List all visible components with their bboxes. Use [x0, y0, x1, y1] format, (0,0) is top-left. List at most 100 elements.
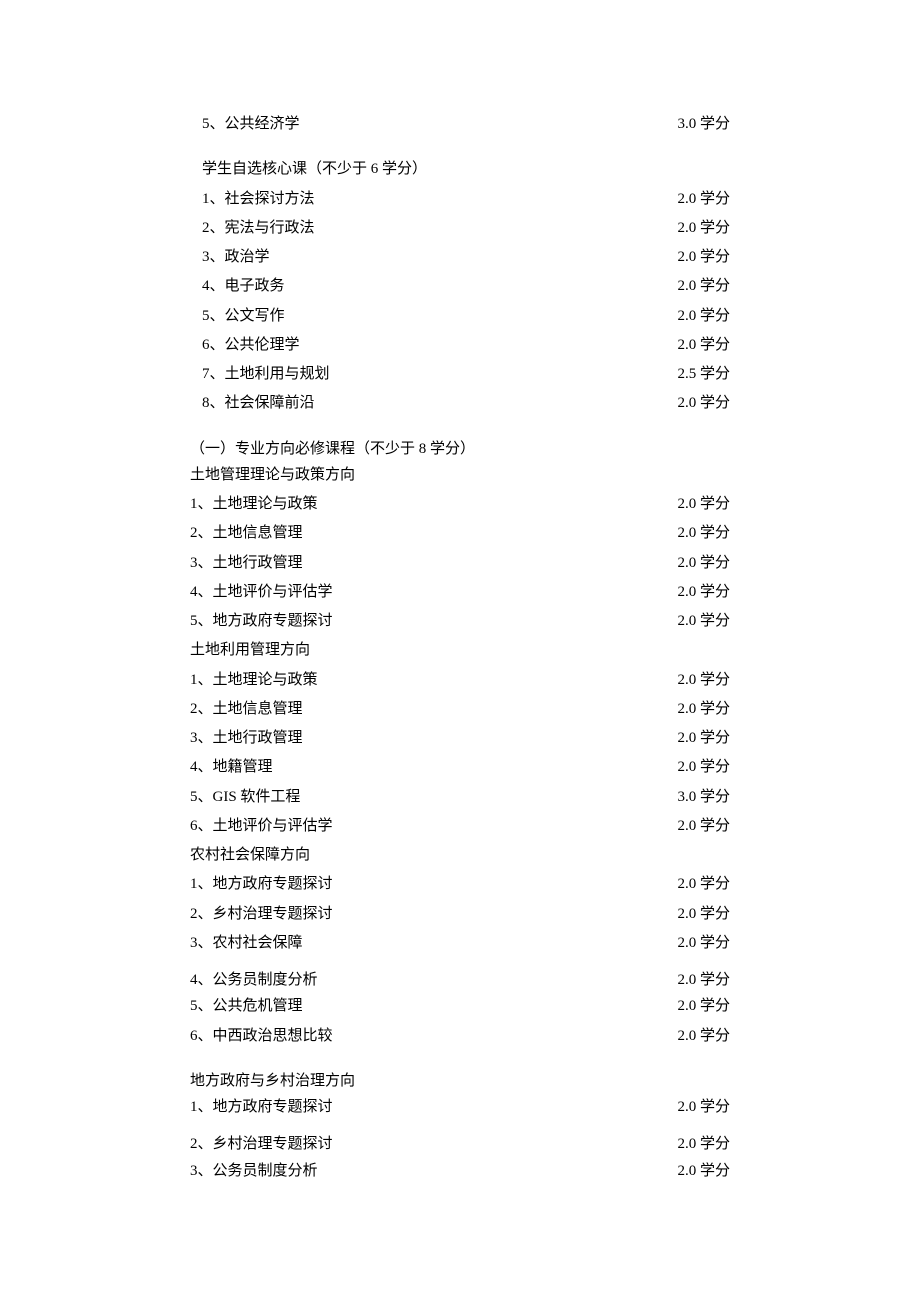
list-item: 4、土地评价与评估学 2.0 学分: [190, 578, 730, 607]
list-item: 1、地方政府专题探讨 2.0 学分: [190, 870, 730, 899]
item-credit: 2.0 学分: [677, 753, 730, 782]
list-item: 5、GIS 软件工程 3.0 学分: [190, 783, 730, 812]
item-label: 1、地方政府专题探讨: [190, 870, 333, 899]
item-label: 5、公共经济学: [202, 110, 300, 139]
list-item: 5、公共危机管理 2.0 学分: [190, 992, 730, 1021]
list-item: 3、政治学 2.0 学分: [190, 243, 730, 272]
item-label: 5、公共危机管理: [190, 992, 303, 1021]
item-credit: 3.0 学分: [677, 110, 730, 139]
direction-a-list: 1、土地理论与政策 2.0 学分 2、土地信息管理 2.0 学分 3、土地行政管理 2.0…: [190, 490, 730, 636]
item-credit: 2.0 学分: [677, 900, 730, 929]
list-item: 5、公共经济学 3.0 学分: [190, 110, 730, 139]
item-label: 3、政治学: [202, 243, 270, 272]
list-item: 3、公务员制度分析 2.0 学分: [190, 1157, 730, 1186]
item-label: 5、地方政府专题探讨: [190, 607, 333, 636]
item-credit: 2.0 学分: [677, 992, 730, 1021]
item-credit: 2.0 学分: [677, 870, 730, 899]
list-item: 1、土地理论与政策 2.0 学分: [190, 490, 730, 519]
direction-d-list1: 1、地方政府专题探讨 2.0 学分: [190, 1093, 730, 1122]
item-label: 3、农村社会保障: [190, 929, 303, 958]
item-credit: 2.0 学分: [677, 302, 730, 331]
item-credit: 2.0 学分: [677, 724, 730, 753]
direction-b-list: 1、土地理论与政策 2.0 学分 2、土地信息管理 2.0 学分 3、土地行政管理 2.0…: [190, 666, 730, 842]
list-item: 7、土地利用与规划 2.5 学分: [190, 360, 730, 389]
item-label: 4、土地评价与评估学: [190, 578, 333, 607]
item-label: 2、宪法与行政法: [202, 214, 315, 243]
list-item: 6、中西政治思想比较 2.0 学分: [190, 1022, 730, 1051]
direction-a-header: 土地管理理论与政策方向: [190, 461, 730, 490]
item-label: 3、土地行政管理: [190, 724, 303, 753]
item-label: 2、乡村治理专题探讨: [190, 1130, 333, 1159]
list-item: 2、宪法与行政法 2.0 学分: [190, 214, 730, 243]
direction-c-list3: 6、中西政治思想比较 2.0 学分: [190, 1022, 730, 1051]
elective-header: 学生自选核心课（不少于 6 学分）: [190, 155, 730, 184]
direction-c-header: 农村社会保障方向: [190, 841, 730, 870]
list-item: 4、电子政务 2.0 学分: [190, 272, 730, 301]
list-item: 2、乡村治理专题探讨 2.0 学分: [190, 1130, 730, 1159]
item-label: 1、土地理论与政策: [190, 490, 318, 519]
list-item: 8、社会保障前沿 2.0 学分: [190, 389, 730, 418]
item-label: 1、地方政府专题探讨: [190, 1093, 333, 1122]
item-label: 5、公文写作: [202, 302, 285, 331]
item-credit: 2.0 学分: [677, 389, 730, 418]
item-label: 3、公务员制度分析: [190, 1157, 318, 1186]
item-label: 1、社会探讨方法: [202, 185, 315, 214]
item-credit: 2.0 学分: [677, 243, 730, 272]
item-credit: 2.0 学分: [677, 1157, 730, 1186]
item-label: 5、GIS 软件工程: [190, 783, 300, 812]
list-item: 4、公务员制度分析 2.0 学分: [190, 966, 730, 995]
item-credit: 2.0 学分: [677, 1093, 730, 1122]
list-item: 6、公共伦理学2.0 学分: [190, 331, 730, 360]
item-label: 1、土地理论与政策: [190, 666, 318, 695]
item-label: 2、土地信息管理: [190, 695, 303, 724]
elective-list: 1、社会探讨方法2.0 学分2、宪法与行政法2.0 学分3、政治学2.0 学分4…: [190, 185, 730, 419]
direction-b-header: 土地利用管理方向: [190, 636, 730, 665]
list-item: 5、地方政府专题探讨 2.0 学分: [190, 607, 730, 636]
item-label: 4、电子政务: [202, 272, 285, 301]
list-item: 1、社会探讨方法 2.0 学分: [190, 185, 730, 214]
item-label: 4、公务员制度分析: [190, 966, 318, 995]
list-item: 3、农村社会保障 2.0 学分: [190, 929, 730, 958]
item-label: 2、土地信息管理: [190, 519, 303, 548]
item-credit: 2.0 学分: [677, 666, 730, 695]
item-credit: 2.0 学分: [677, 214, 730, 243]
item-credit: 2.0 学分: [677, 331, 730, 360]
top-list: 5、公共经济学 3.0 学分: [190, 110, 730, 139]
list-item: 3、土地行政管理 2.0 学分: [190, 724, 730, 753]
item-credit: 3.0 学分: [677, 783, 730, 812]
item-credit: 2.0 学分: [677, 1130, 730, 1159]
item-label: 2、乡村治理专题探讨: [190, 900, 333, 929]
direction-d-list2: 2、乡村治理专题探讨 2.0 学分 3、公务员制度分析 2.0 学分: [190, 1130, 730, 1186]
direction-c-list2: 4、公务员制度分析 2.0 学分 5、公共危机管理 2.0 学分: [190, 966, 730, 1022]
list-item: 5、公文写作 2.0 学分: [190, 302, 730, 331]
item-credit: 2.0 学分: [677, 185, 730, 214]
item-label: 3、土地行政管理: [190, 549, 303, 578]
item-credit: 2.0 学分: [677, 272, 730, 301]
list-item: 1、地方政府专题探讨 2.0 学分: [190, 1093, 730, 1122]
item-credit: 2.0 学分: [677, 695, 730, 724]
item-label: 4、地籍管理: [190, 753, 273, 782]
list-item: 4、地籍管理 2.0 学分: [190, 753, 730, 782]
item-credit: 2.0 学分: [677, 607, 730, 636]
item-credit: 2.0 学分: [677, 549, 730, 578]
list-item: 1、土地理论与政策 2.0 学分: [190, 666, 730, 695]
direction-c-list: 1、地方政府专题探讨2.0 学分2、乡村治理专题探讨2.0 学分3、农村社会保障…: [190, 870, 730, 958]
item-label: 8、社会保障前沿: [202, 389, 315, 418]
item-credit: 2.5 学分: [677, 360, 730, 389]
list-item: 2、土地信息管理 2.0 学分: [190, 519, 730, 548]
item-credit: 2.0 学分: [677, 929, 730, 958]
list-item: 2、乡村治理专题探讨 2.0 学分: [190, 900, 730, 929]
item-credit: 2.0 学分: [677, 490, 730, 519]
item-credit: 2.0 学分: [677, 519, 730, 548]
list-item: 2、土地信息管理 2.0 学分: [190, 695, 730, 724]
item-credit: 2.0 学分: [677, 966, 730, 995]
direction-d-header: 地方政府与乡村治理方向: [190, 1067, 730, 1096]
item-label: 6、土地评价与评估学: [190, 812, 333, 841]
section-one-header: （一）专业方向必修课程（不少于 8 学分）: [190, 435, 730, 464]
item-label: 6、中西政治思想比较: [190, 1022, 333, 1051]
list-item: 3、土地行政管理 2.0 学分: [190, 549, 730, 578]
item-credit: 2.0 学分: [677, 1022, 730, 1051]
list-item: 6、土地评价与评估学2.0 学分: [190, 812, 730, 841]
item-label: 7、土地利用与规划: [202, 360, 330, 389]
item-credit: 2.0 学分: [677, 578, 730, 607]
